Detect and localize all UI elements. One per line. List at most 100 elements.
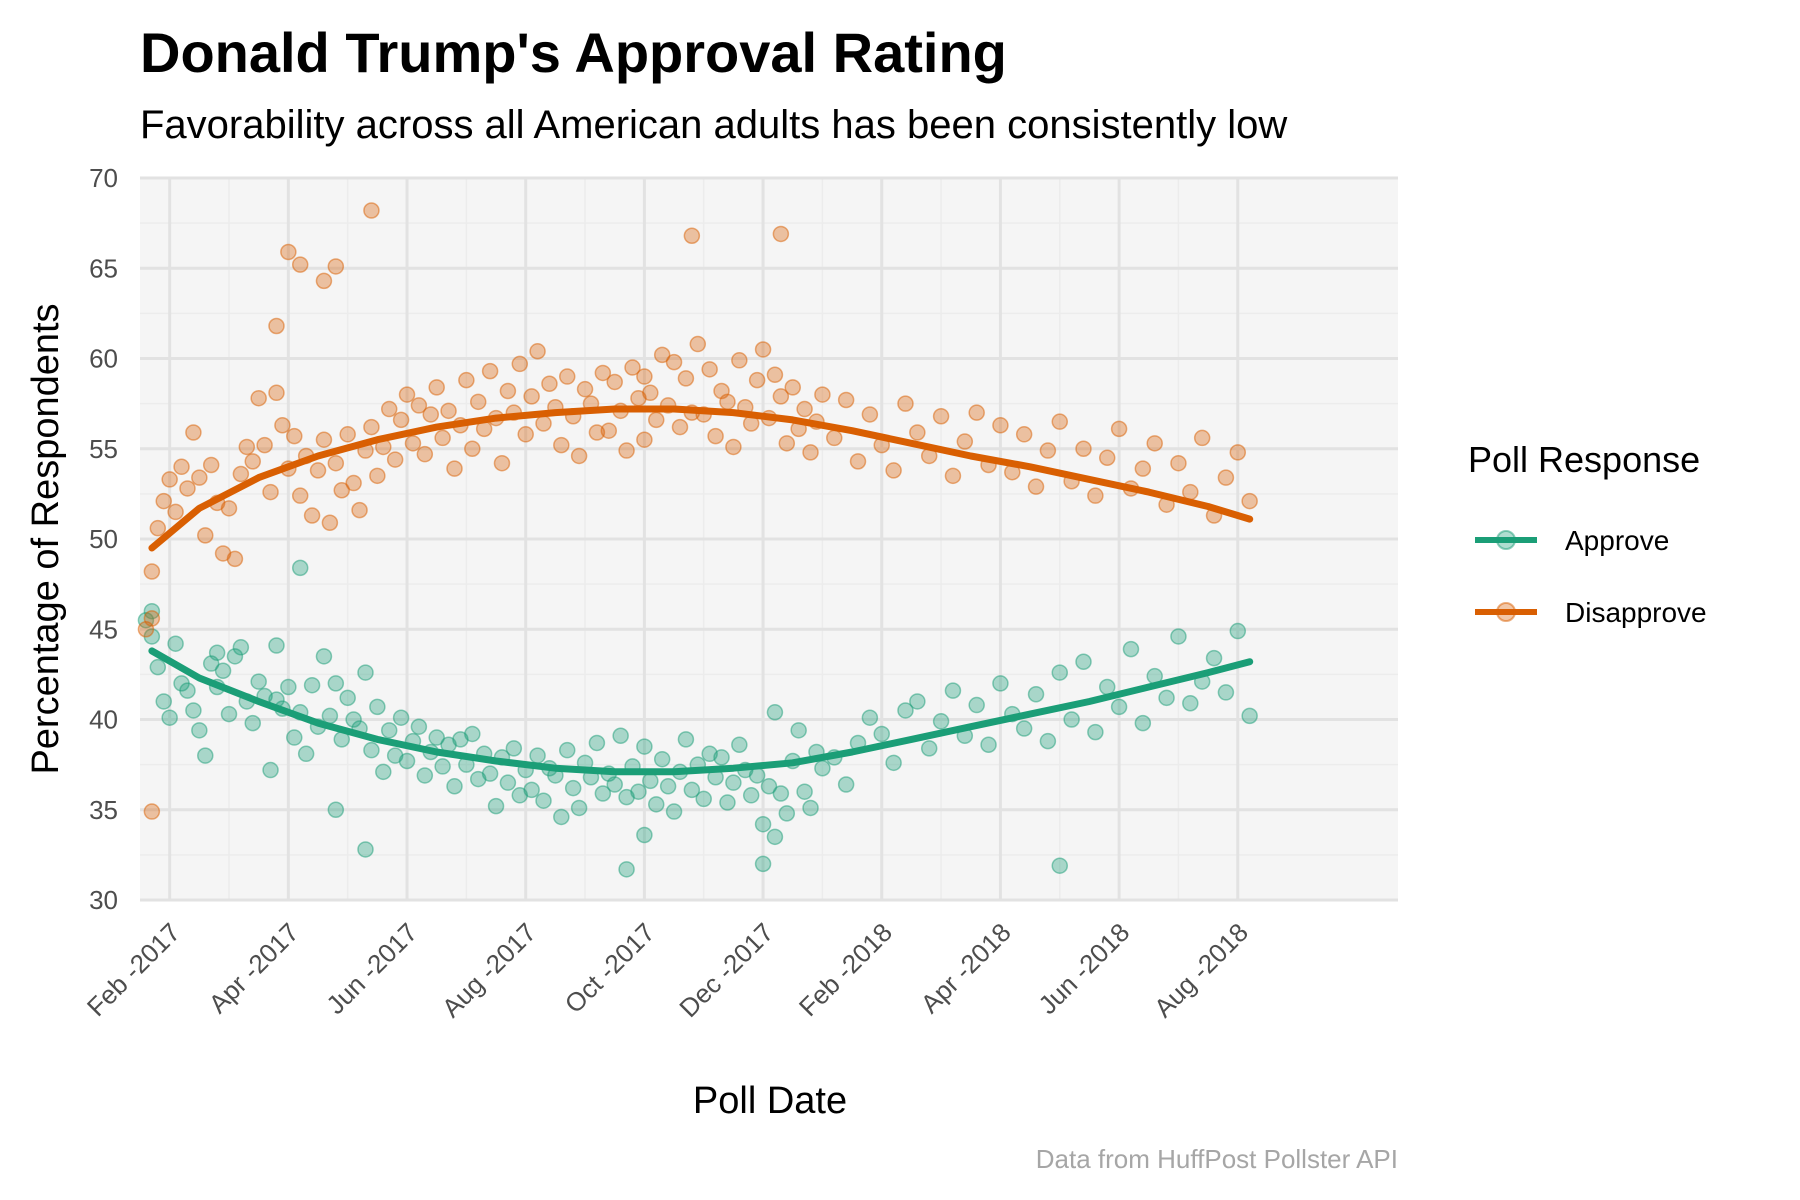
point-approve <box>428 729 445 746</box>
point-approve <box>1217 684 1235 701</box>
point-disapprove <box>1217 469 1235 486</box>
point-disapprove <box>802 444 819 461</box>
point-approve <box>1122 640 1140 658</box>
point-approve <box>315 648 333 665</box>
point-disapprove <box>1110 420 1128 438</box>
point-approve <box>630 783 647 800</box>
legend: Poll Response Approve Disapprove <box>1468 439 1707 628</box>
point-disapprove <box>1146 435 1163 452</box>
point-approve <box>1229 622 1247 640</box>
point-disapprove <box>570 447 588 465</box>
y-tick-label: 70 <box>89 163 118 193</box>
point-disapprove <box>784 379 801 396</box>
point-approve <box>499 774 517 791</box>
point-approve <box>434 758 451 775</box>
point-disapprove <box>677 370 695 387</box>
point-approve <box>1134 714 1152 732</box>
point-disapprove <box>968 404 985 421</box>
point-approve <box>446 778 463 795</box>
point-approve <box>659 778 677 795</box>
y-axis-title: Percentage of Respondents <box>25 303 67 774</box>
point-approve <box>327 801 345 818</box>
point-disapprove <box>440 402 457 420</box>
trend-line-disapprove <box>148 405 1254 552</box>
point-disapprove <box>600 422 618 439</box>
point-disapprove <box>238 438 256 456</box>
point-disapprove <box>392 411 410 429</box>
point-disapprove <box>173 458 190 476</box>
x-tick-label: Apr -2017 <box>203 917 305 1019</box>
point-approve <box>766 828 784 846</box>
point-disapprove <box>517 426 534 443</box>
point-disapprove <box>481 362 499 380</box>
y-tick-label: 40 <box>89 705 118 735</box>
point-disapprove <box>944 467 962 485</box>
point-approve <box>339 689 356 707</box>
point-approve <box>149 658 167 676</box>
point-approve <box>594 785 612 802</box>
point-approve <box>713 749 730 766</box>
point-disapprove <box>167 503 184 521</box>
point-approve <box>1039 732 1057 750</box>
point-disapprove <box>416 445 434 463</box>
point-approve <box>416 767 434 784</box>
point-disapprove <box>529 343 546 360</box>
point-approve <box>790 722 807 739</box>
point-disapprove <box>404 435 422 452</box>
point-approve <box>612 727 629 744</box>
point-disapprove <box>1087 487 1104 504</box>
point-disapprove <box>143 610 161 627</box>
point-approve <box>932 713 950 730</box>
x-axis-title: Poll Date <box>693 1080 847 1122</box>
point-approve <box>588 734 606 752</box>
point-approve <box>653 750 671 768</box>
point-disapprove <box>523 388 540 405</box>
point-disapprove <box>511 355 529 373</box>
point-disapprove <box>155 492 172 510</box>
point-disapprove <box>956 433 974 450</box>
point-approve <box>197 747 214 764</box>
point-approve <box>262 761 279 779</box>
point-approve <box>232 639 250 656</box>
point-approve <box>553 808 570 826</box>
y-tick-label: 50 <box>89 524 118 554</box>
point-disapprove <box>315 431 333 448</box>
point-disapprove <box>493 454 511 472</box>
point-approve <box>191 722 208 739</box>
point-disapprove <box>244 453 261 470</box>
point-disapprove <box>909 424 926 441</box>
point-approve <box>291 559 309 577</box>
point-approve <box>920 740 938 757</box>
point-approve <box>1051 857 1069 874</box>
point-disapprove <box>428 379 445 396</box>
point-approve <box>297 745 315 763</box>
legend-key-point-approve <box>1496 530 1516 550</box>
chart-title: Donald Trump's Approval Rating <box>140 21 1007 84</box>
point-disapprove <box>1241 492 1258 510</box>
point-approve <box>268 637 285 654</box>
point-approve <box>760 778 778 795</box>
point-approve <box>1027 685 1045 703</box>
point-approve <box>161 709 178 726</box>
point-approve <box>748 767 766 784</box>
point-approve <box>909 693 926 710</box>
point-approve <box>778 805 796 822</box>
point-disapprove <box>499 382 517 400</box>
y-axis-ticks: 30 35 40 45 50 55 60 65 70 <box>89 163 118 915</box>
point-approve <box>481 765 499 782</box>
point-approve <box>179 682 196 699</box>
point-approve <box>665 803 683 820</box>
point-disapprove <box>369 467 386 485</box>
trend-line-approve <box>148 647 1254 776</box>
point-approve <box>185 702 202 719</box>
point-disapprove <box>143 803 161 820</box>
point-approve <box>1051 664 1069 681</box>
point-disapprove <box>1015 426 1033 443</box>
point-approve <box>1015 720 1033 737</box>
point-disapprove <box>422 406 440 423</box>
point-disapprove <box>351 501 368 519</box>
point-disapprove <box>464 440 481 457</box>
point-disapprove <box>327 258 345 275</box>
point-disapprove <box>885 462 902 479</box>
y-tick-label: 45 <box>89 614 118 644</box>
